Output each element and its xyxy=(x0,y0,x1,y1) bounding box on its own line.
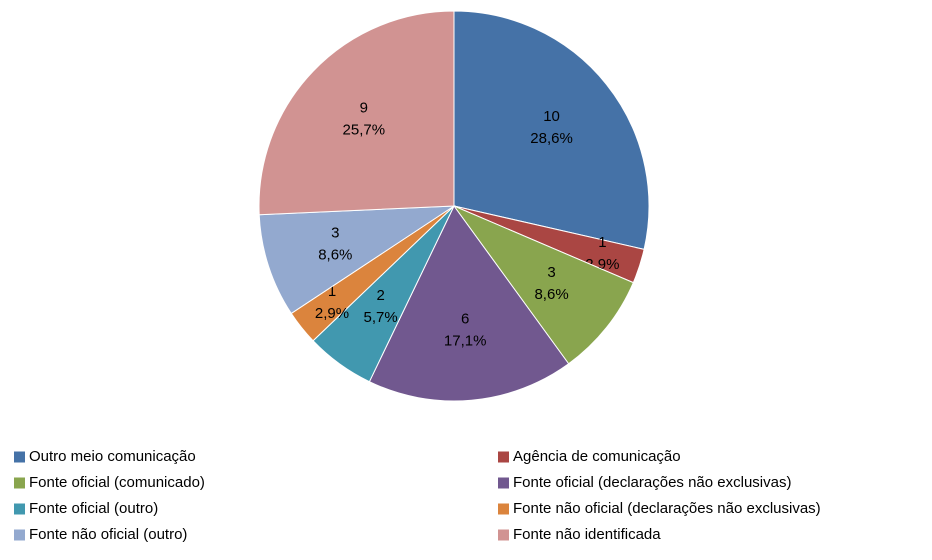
data-label-count: 6 xyxy=(461,310,469,327)
data-label-count: 2 xyxy=(376,287,384,304)
legend-label: Outro meio comunicação xyxy=(29,448,196,465)
data-label-percent: 25,7% xyxy=(343,122,386,139)
data-label-percent: 8,6% xyxy=(318,247,352,264)
pie-slice xyxy=(452,204,634,365)
legend-swatch xyxy=(14,529,25,541)
pie-slice xyxy=(453,10,650,250)
data-label-count: 1 xyxy=(598,234,606,251)
legend-swatch xyxy=(14,477,25,489)
data-label-percent: 28,6% xyxy=(530,130,573,147)
data-label-count: 9 xyxy=(360,100,368,117)
legend-swatch xyxy=(14,503,25,515)
data-label-count: 1 xyxy=(328,283,336,300)
legend-swatch xyxy=(14,451,25,463)
legend-swatch xyxy=(498,529,509,541)
data-label-percent: 2,9% xyxy=(315,305,349,322)
legend-label: Fonte oficial (comunicado) xyxy=(29,474,205,491)
legend-swatch xyxy=(498,503,509,515)
legend-label: Fonte não identificada xyxy=(513,526,661,543)
pie-slice xyxy=(258,205,456,315)
legend-label: Agência de comunicação xyxy=(513,448,681,465)
data-label-percent: 8,6% xyxy=(534,286,568,303)
legend-label: Fonte não oficial (outro) xyxy=(29,526,187,543)
legend-label: Fonte oficial (declarações não exclusiva… xyxy=(513,474,791,491)
legend-label: Fonte oficial (outro) xyxy=(29,500,158,517)
legend-swatch xyxy=(498,477,509,489)
pie-slice xyxy=(368,205,570,402)
data-label-count: 10 xyxy=(543,108,560,125)
data-label-count: 3 xyxy=(547,264,555,281)
pie-slice xyxy=(258,10,455,216)
legend-swatch xyxy=(498,451,509,463)
legend-label: Fonte não oficial (declarações não exclu… xyxy=(513,500,821,517)
data-label-percent: 5,7% xyxy=(364,309,398,326)
data-label-percent: 17,1% xyxy=(444,332,487,349)
data-label-count: 3 xyxy=(331,225,339,242)
